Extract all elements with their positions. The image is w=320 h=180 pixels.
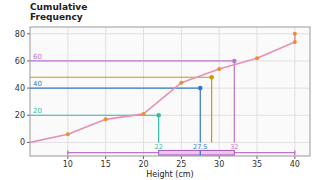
curve-point [217, 67, 221, 71]
x-tick-label: 25 [176, 160, 186, 169]
curve-point [293, 32, 297, 36]
quartile-x-label: 22 [155, 143, 163, 151]
y-grid-line [30, 60, 310, 61]
box-cap [294, 150, 295, 155]
y-grid-line [30, 88, 310, 89]
x-tick-label: 30 [214, 160, 224, 169]
y-grid-line [30, 142, 310, 143]
chart-svg: 10 15 20 25 30 35 40 0 20 40 60 80 20 22 40 27.5 60 32 Cum… [0, 0, 320, 180]
curve-point [293, 40, 297, 44]
curve-point [142, 112, 146, 116]
reference-vline [200, 88, 201, 142]
curve-point [66, 132, 70, 136]
y-tick-label: 20 [15, 111, 25, 120]
reference-vline [158, 115, 159, 142]
x-grid-line [219, 27, 220, 156]
x-axis-label: Height (cm) [146, 170, 193, 179]
reference-vline [211, 77, 212, 142]
box-cap [67, 150, 68, 155]
y-tick-label: 40 [15, 84, 25, 93]
percentile-point [209, 75, 214, 80]
cumulative-curve [30, 34, 295, 143]
x-grid-line [67, 27, 68, 156]
quartile-y-label: 60 [33, 53, 42, 61]
box-whisker [234, 152, 295, 153]
x-tick-label: 40 [290, 160, 300, 169]
chart-title-line: Frequency [30, 12, 83, 22]
y-tick-label: 60 [15, 57, 25, 66]
x-tick-label: 35 [252, 160, 262, 169]
y-grid-line [30, 115, 310, 116]
curve-point [104, 117, 108, 121]
curve-point [255, 56, 259, 60]
reference-hline [30, 77, 212, 78]
x-grid-line [143, 27, 144, 156]
x-tick-label: 10 [63, 160, 73, 169]
quartile-x-label: 32 [230, 143, 238, 151]
x-grid-line [294, 27, 295, 156]
x-grid-line [105, 27, 106, 156]
reference-hline [30, 60, 234, 61]
x-grid-line [181, 27, 182, 156]
quartile-y-label: 20 [33, 107, 42, 115]
grid [27, 27, 310, 159]
quartile-x-label: 27.5 [193, 143, 207, 151]
curve-point [179, 81, 183, 85]
quartile-y-label: 40 [33, 80, 42, 88]
x-grid-line [257, 27, 258, 156]
y-tick-label: 0 [20, 138, 25, 147]
x-tick-label: 15 [101, 160, 111, 169]
y-tick-label: 80 [15, 30, 25, 39]
y-grid-line [30, 33, 310, 34]
plot-frame [30, 27, 310, 156]
reference-vline [234, 61, 235, 142]
x-tick-label: 20 [138, 160, 148, 169]
quartile-point [198, 86, 203, 91]
box-plot [68, 150, 295, 155]
chart-title-line: Cumulative [30, 2, 87, 12]
box-whisker [68, 152, 159, 153]
chart-title: CumulativeFrequency [30, 2, 87, 22]
quartile-point [232, 59, 237, 64]
quartile-point [156, 113, 161, 118]
plot-area [30, 32, 297, 143]
plot-background [30, 27, 310, 156]
